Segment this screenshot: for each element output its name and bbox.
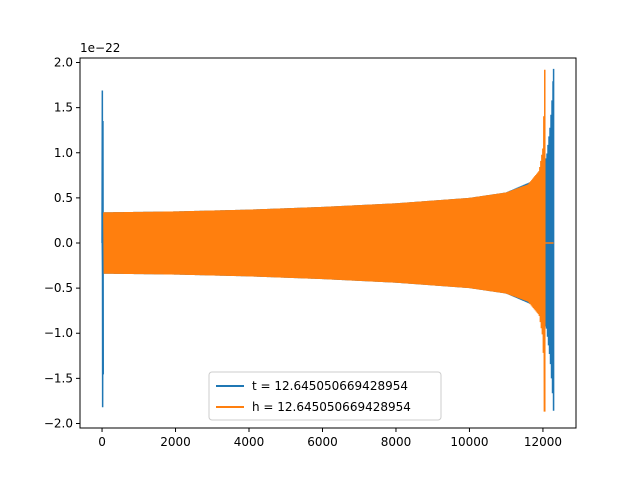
y-tick-label: −2.0: [44, 416, 73, 430]
y-axis: −2.0 −1.5 −1.0 −0.5 0.0 0.5 1.0 1.5 2.0: [44, 56, 80, 430]
y-offset-text: 1e−22: [80, 41, 120, 55]
series-h: [103, 69, 554, 412]
x-tick-label: 8000: [381, 435, 412, 449]
x-tick-label: 4000: [234, 435, 265, 449]
y-tick-label: −1.5: [44, 371, 73, 385]
legend-box: [208, 371, 442, 421]
y-tick-label: 1.5: [54, 101, 73, 115]
y-tick-label: 0.0: [54, 236, 73, 250]
series-line: [103, 69, 554, 412]
x-axis: 0 2000 4000 6000 8000 10000 12000: [98, 428, 562, 449]
legend-label-t: t = 12.645050669428954: [252, 379, 408, 393]
y-tick-label: −0.5: [44, 281, 73, 295]
legend: t = 12.645050669428954 h = 12.6450506694…: [208, 371, 442, 421]
y-tick-label: 2.0: [54, 56, 73, 70]
x-tick-label: 12000: [524, 435, 562, 449]
plot-area: [101, 68, 555, 412]
y-tick-label: 0.5: [54, 191, 73, 205]
x-tick-label: 2000: [160, 435, 191, 449]
x-tick-label: 6000: [307, 435, 338, 449]
legend-label-h: h = 12.645050669428954: [252, 400, 411, 414]
y-tick-label: 1.0: [54, 146, 73, 160]
y-tick-label: −1.0: [44, 326, 73, 340]
x-tick-label: 0: [98, 435, 106, 449]
x-tick-label: 10000: [450, 435, 488, 449]
